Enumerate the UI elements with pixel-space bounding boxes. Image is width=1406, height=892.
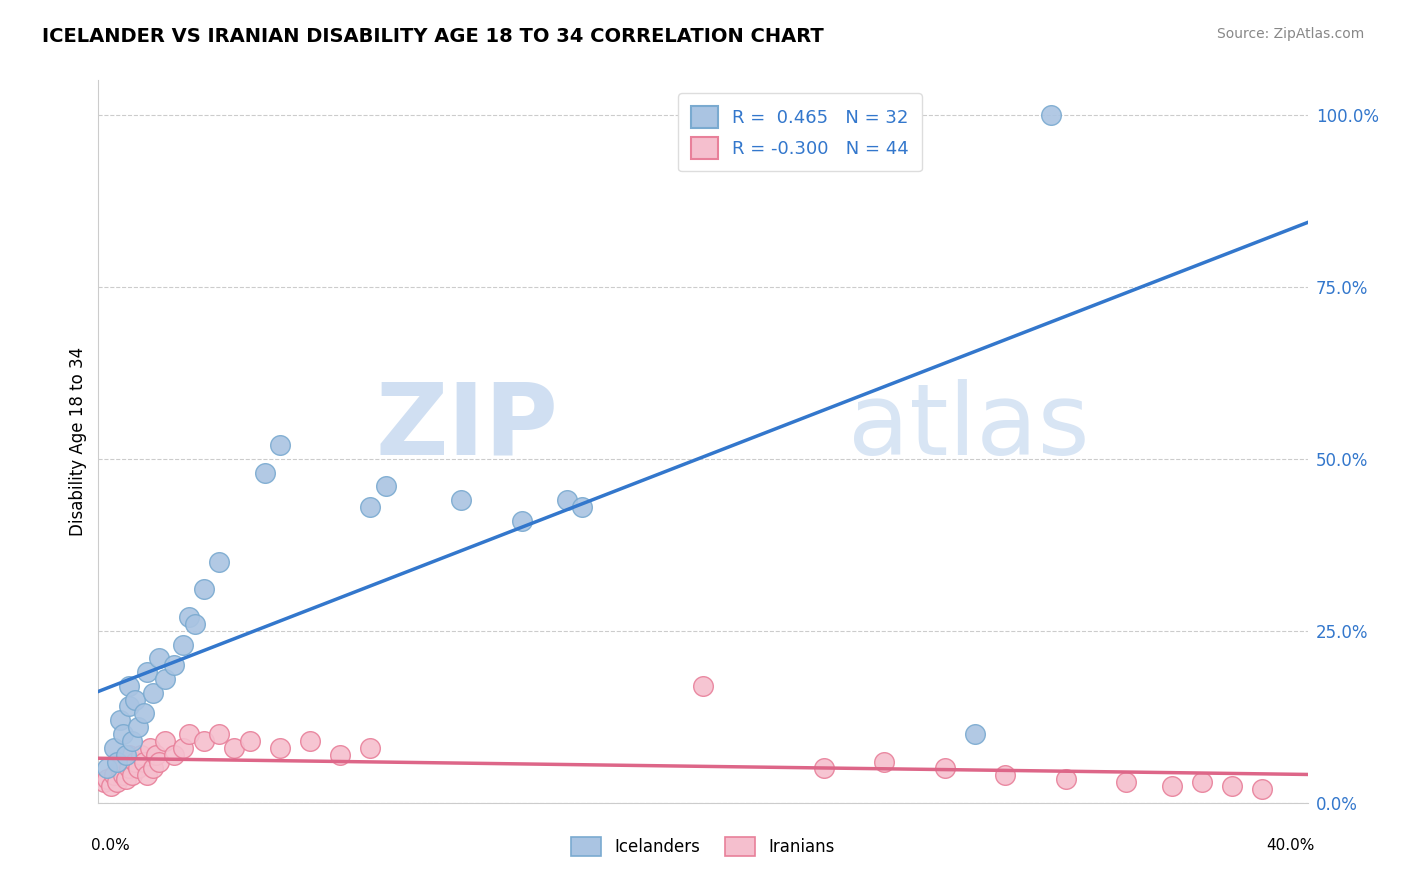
Point	[96, 772, 118, 786]
Point	[193, 582, 215, 597]
Point	[510, 514, 533, 528]
Text: 0.0%: 0.0%	[91, 838, 131, 854]
Point	[1220, 779, 1243, 793]
Point	[105, 755, 128, 769]
Point	[873, 755, 896, 769]
Point	[153, 672, 176, 686]
Point	[208, 555, 231, 569]
Point	[135, 768, 157, 782]
Point	[360, 740, 382, 755]
Point	[118, 747, 141, 762]
Point	[111, 768, 134, 782]
Point	[153, 734, 176, 748]
Point	[1039, 108, 1062, 122]
Point	[100, 779, 122, 793]
Point	[108, 761, 131, 775]
Point	[239, 734, 262, 748]
Point	[813, 761, 835, 775]
Point	[121, 734, 143, 748]
Text: 40.0%: 40.0%	[1267, 838, 1315, 854]
Point	[179, 610, 201, 624]
Point	[124, 692, 146, 706]
Text: ICELANDER VS IRANIAN DISABILITY AGE 18 TO 34 CORRELATION CHART: ICELANDER VS IRANIAN DISABILITY AGE 18 T…	[42, 27, 824, 45]
Point	[374, 479, 396, 493]
Text: Source: ZipAtlas.com: Source: ZipAtlas.com	[1216, 27, 1364, 41]
Point	[965, 727, 987, 741]
Point	[132, 755, 155, 769]
Point	[269, 740, 291, 755]
Point	[135, 665, 157, 679]
Legend: Icelanders, Iranians: Icelanders, Iranians	[564, 830, 842, 863]
Point	[571, 500, 593, 514]
Point	[450, 493, 472, 508]
Point	[1160, 779, 1182, 793]
Point	[329, 747, 352, 762]
Point	[1115, 775, 1137, 789]
Point	[163, 747, 186, 762]
Point	[127, 720, 149, 734]
Point	[114, 772, 136, 786]
Point	[172, 740, 194, 755]
Point	[163, 658, 186, 673]
Text: ZIP: ZIP	[375, 378, 558, 475]
Point	[208, 727, 231, 741]
Point	[184, 616, 207, 631]
Point	[108, 713, 131, 727]
Text: atlas: atlas	[848, 378, 1090, 475]
Point	[224, 740, 246, 755]
Point	[145, 747, 167, 762]
Point	[118, 761, 141, 775]
Point	[132, 706, 155, 721]
Point	[105, 775, 128, 789]
Point	[934, 761, 956, 775]
Point	[93, 775, 115, 789]
Point	[142, 761, 165, 775]
Point	[103, 740, 125, 755]
Point	[103, 768, 125, 782]
Point	[1251, 782, 1274, 797]
Point	[1191, 775, 1213, 789]
Point	[172, 638, 194, 652]
Point	[121, 768, 143, 782]
Point	[193, 734, 215, 748]
Point	[179, 727, 201, 741]
Point	[142, 686, 165, 700]
Point	[111, 727, 134, 741]
Y-axis label: Disability Age 18 to 34: Disability Age 18 to 34	[69, 347, 87, 536]
Point	[994, 768, 1017, 782]
Point	[269, 438, 291, 452]
Point	[114, 747, 136, 762]
Point	[148, 651, 170, 665]
Point	[118, 679, 141, 693]
Point	[692, 679, 714, 693]
Point	[1054, 772, 1077, 786]
Point	[124, 755, 146, 769]
Point	[129, 747, 152, 762]
Point	[111, 755, 134, 769]
Point	[299, 734, 322, 748]
Point	[148, 755, 170, 769]
Point	[360, 500, 382, 514]
Point	[139, 740, 162, 755]
Point	[96, 761, 118, 775]
Point	[253, 466, 276, 480]
Point	[118, 699, 141, 714]
Point	[127, 761, 149, 775]
Point	[555, 493, 578, 508]
